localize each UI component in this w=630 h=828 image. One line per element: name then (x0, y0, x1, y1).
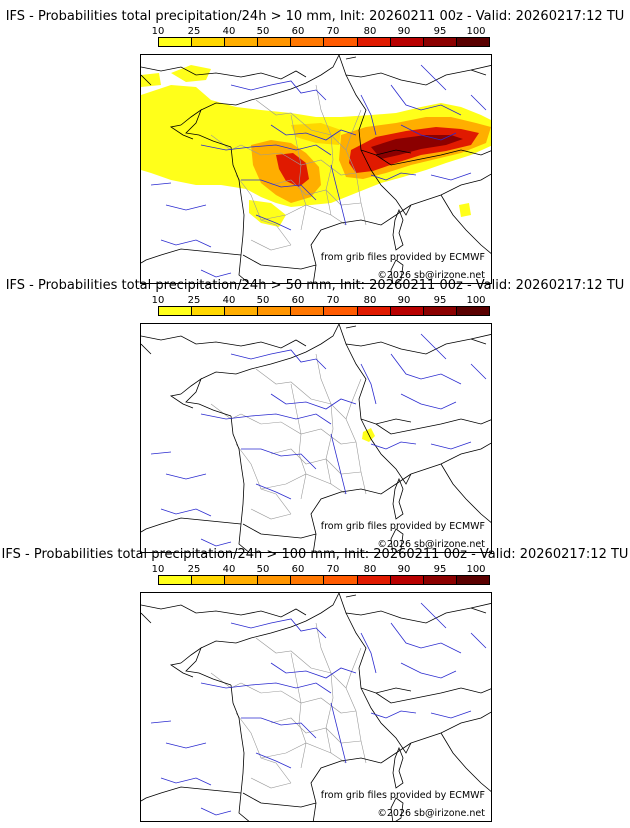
colorbar (158, 37, 490, 47)
colorbar-swatch (225, 576, 259, 584)
map-panel-100mm: IFS - Probabilities total precipitation/… (0, 546, 630, 822)
colorbar-tick-label: 40 (222, 564, 236, 575)
map-svg (141, 55, 491, 283)
colorbar-labels: 10 25 40 50 60 70 80 90 95 100 (152, 295, 490, 306)
colorbar-swatch (357, 576, 391, 584)
map-area: from grib files provided by ECMWF ©2026 … (140, 323, 492, 553)
credit-source: from grib files provided by ECMWF (320, 521, 485, 532)
precip-high-area (276, 153, 309, 187)
colorbar-swatch (159, 307, 193, 315)
colorbar-swatch (423, 307, 457, 315)
colorbar-tick-label: 60 (291, 564, 305, 575)
colorbar-swatch (390, 307, 424, 315)
colorbar-swatch (291, 576, 325, 584)
panel-title: IFS - Probabilities total precipitation/… (5, 9, 625, 24)
colorbar-tick-label: 70 (326, 564, 340, 575)
precip-probability-field (362, 428, 375, 442)
colorbar-tick-label: 95 (433, 26, 447, 37)
map-panel-10mm: IFS - Probabilities total precipitation/… (0, 8, 630, 284)
colorbar-tick-label: 90 (397, 26, 411, 37)
colorbar-swatch (456, 576, 489, 584)
map-area: from grib files provided by ECMWF ©2026 … (140, 592, 492, 822)
colorbar-tick-label: 60 (291, 295, 305, 306)
colorbar-swatch (258, 576, 292, 584)
colorbar-tick-label: 70 (326, 26, 340, 37)
colorbar-swatch (258, 307, 292, 315)
colorbar-swatch (258, 38, 292, 46)
colorbar-swatch (225, 307, 259, 315)
colorbar-tick-label: 100 (466, 564, 486, 575)
precip-low-area (141, 85, 491, 207)
colorbar-tick-label: 60 (291, 26, 305, 37)
colorbar-tick-label: 100 (466, 26, 486, 37)
colorbar-labels: 10 25 40 50 60 70 80 90 95 100 (152, 564, 490, 575)
colorbar-swatch (357, 307, 391, 315)
colorbar-tick-label: 10 (151, 26, 165, 37)
colorbar-tick-label: 25 (187, 295, 201, 306)
colorbar-tick-label: 80 (363, 26, 377, 37)
precip-low-area (171, 65, 211, 82)
colorbar-swatch (390, 576, 424, 584)
colorbar-swatch (291, 38, 325, 46)
colorbar-tick-label: 70 (326, 295, 340, 306)
colorbar-swatch (159, 38, 193, 46)
map-panel-50mm: IFS - Probabilities total precipitation/… (0, 277, 630, 553)
colorbar-swatch (324, 576, 358, 584)
map-area: from grib files provided by ECMWF ©2026 … (140, 54, 492, 284)
colorbar-tick-label: 80 (363, 564, 377, 575)
colorbar-tick-label: 50 (256, 564, 270, 575)
colorbar-tick-label: 50 (256, 26, 270, 37)
precip-low-area (459, 203, 471, 217)
colorbar-swatch (423, 38, 457, 46)
colorbar-tick-label: 80 (363, 295, 377, 306)
credit-copyright: ©2026 sb@irizone.net (377, 539, 485, 550)
colorbar-swatch (456, 38, 489, 46)
precip-low-area (249, 200, 286, 227)
colorbar-swatch (291, 307, 325, 315)
colorbar (158, 575, 490, 585)
colorbar-swatch (324, 307, 358, 315)
colorbar-tick-label: 90 (397, 295, 411, 306)
colorbar-tick-label: 40 (222, 26, 236, 37)
precip-low-area (141, 73, 161, 87)
colorbar (158, 306, 490, 316)
colorbar-swatch (357, 38, 391, 46)
colorbar-tick-label: 25 (187, 564, 201, 575)
colorbar-tick-label: 50 (256, 295, 270, 306)
precip-max-area (371, 135, 463, 159)
credit-copyright: ©2026 sb@irizone.net (377, 808, 485, 819)
colorbar-labels: 10 25 40 50 60 70 80 90 95 100 (152, 26, 490, 37)
precip-probability-field (141, 65, 491, 227)
map-svg (141, 324, 491, 552)
colorbar-tick-label: 100 (466, 295, 486, 306)
map-svg (141, 593, 491, 821)
panel-title: IFS - Probabilities total precipitation/… (1, 547, 629, 562)
colorbar-swatch (192, 576, 226, 584)
colorbar-swatch (225, 38, 259, 46)
colorbar-swatch (423, 576, 457, 584)
colorbar-tick-label: 10 (151, 564, 165, 575)
colorbar-tick-label: 95 (433, 295, 447, 306)
colorbar-swatch (159, 576, 193, 584)
colorbar-swatch (390, 38, 424, 46)
colorbar-swatch (324, 38, 358, 46)
panel-title: IFS - Probabilities total precipitation/… (5, 278, 625, 293)
colorbar-tick-label: 90 (397, 564, 411, 575)
colorbar-swatch (456, 307, 489, 315)
colorbar-swatch (192, 307, 226, 315)
credit-source: from grib files provided by ECMWF (320, 252, 485, 263)
colorbar-tick-label: 95 (433, 564, 447, 575)
credit-source: from grib files provided by ECMWF (320, 790, 485, 801)
credit-copyright: ©2026 sb@irizone.net (377, 270, 485, 281)
colorbar-swatch (192, 38, 226, 46)
colorbar-tick-label: 40 (222, 295, 236, 306)
colorbar-tick-label: 25 (187, 26, 201, 37)
precip-low-area (362, 428, 375, 442)
colorbar-tick-label: 10 (151, 295, 165, 306)
